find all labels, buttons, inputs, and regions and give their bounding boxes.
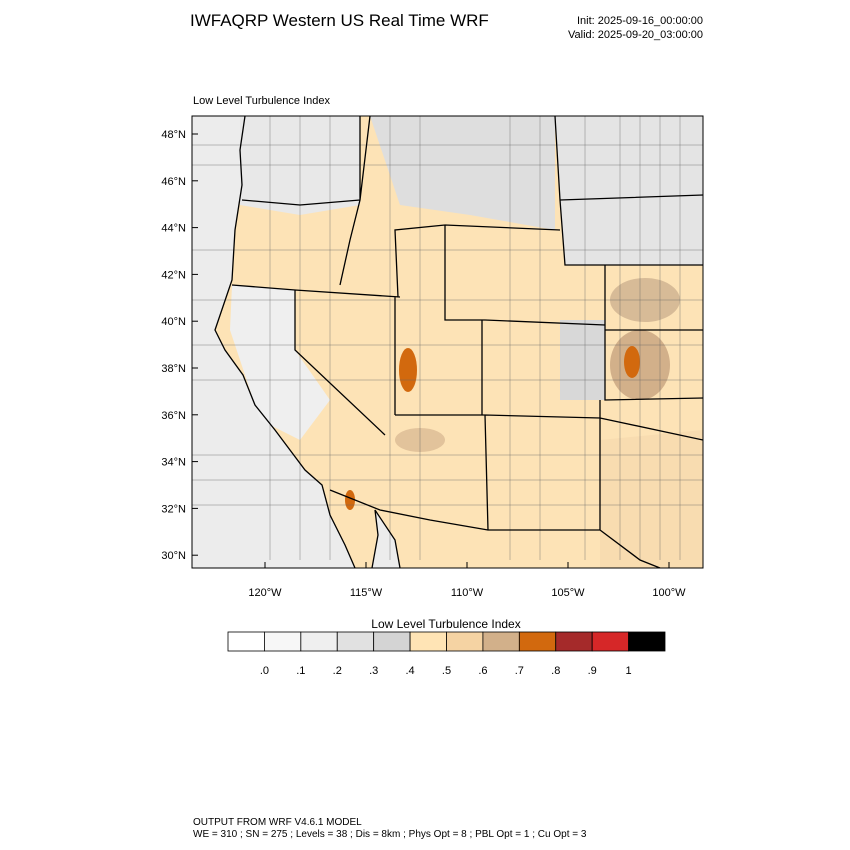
- colorbar-label: .8: [551, 665, 560, 677]
- state-borders: [214, 116, 703, 568]
- lat-label: 40°N: [161, 316, 186, 328]
- colorbar-label: .9: [588, 665, 597, 677]
- colorbar-box: [264, 631, 302, 652]
- lat-label: 34°N: [161, 457, 186, 469]
- valid-time: Valid: 2025-09-20_03:00:00: [568, 29, 703, 41]
- colorbar-box: [300, 631, 338, 652]
- colorbar-box: [373, 631, 411, 652]
- colorbar-box: [409, 631, 447, 652]
- colorbar-box: [555, 631, 593, 652]
- colorbar-label: .7: [515, 665, 524, 677]
- lat-axis: 48°N 46°N 44°N 42°N 40°N 38°N 36°N 34°N 32°N 30°N: [161, 129, 198, 562]
- colorbar-box: [336, 631, 375, 652]
- colorbar-box: [518, 631, 557, 652]
- lon-label: 100°W: [652, 587, 686, 599]
- colorbar-label: .1: [296, 665, 305, 677]
- lat-label: 44°N: [161, 223, 186, 235]
- lon-label: 115°W: [350, 587, 383, 599]
- colorbar-box: [446, 631, 484, 652]
- footer-settings: WE = 310 ; SN = 275 ; Levels = 38 ; Dis …: [193, 829, 587, 840]
- footer-model: OUTPUT FROM WRF V4.6.1 MODEL: [193, 817, 362, 828]
- lon-label: 105°W: [551, 587, 585, 599]
- title: IWFAQRP Western US Real Time WRF: [190, 11, 489, 30]
- colorbar-box: [591, 631, 629, 652]
- map-title: Low Level Turbulence Index: [193, 95, 330, 107]
- lat-label: 36°N: [161, 410, 186, 422]
- lon-label: 110°W: [451, 587, 484, 599]
- colorbar-label: .3: [369, 665, 378, 677]
- colorbar-label: 1: [626, 665, 632, 677]
- colorbar-label: .4: [405, 665, 414, 677]
- lon-axis: 120°W 115°W 110°W 105°W 100°W: [248, 562, 686, 599]
- map-frame: [191, 115, 704, 569]
- lat-label: 32°N: [161, 503, 186, 515]
- lat-label: 42°N: [161, 269, 186, 281]
- lon-label: 120°W: [248, 587, 282, 599]
- colorbar-box: [227, 631, 265, 652]
- colorbar-label: .2: [333, 665, 342, 677]
- lat-label: 46°N: [161, 176, 186, 188]
- lat-label: 38°N: [161, 363, 186, 375]
- lat-label: 48°N: [161, 129, 186, 141]
- colorbar-label: .5: [442, 665, 451, 677]
- init-time: Init: 2025-09-16_00:00:00: [577, 15, 703, 27]
- colorbar-label: .0: [260, 665, 269, 677]
- map: [192, 116, 703, 568]
- colorbar: .0 .1 .2 .3 .4 .5 .6 .7 .8 .9 1: [227, 631, 666, 677]
- county-lines: [192, 116, 703, 560]
- colorbar-title: Low Level Turbulence Index: [371, 617, 520, 631]
- colorbar-label: .6: [478, 665, 487, 677]
- lat-label: 30°N: [161, 550, 186, 562]
- colorbar-box: [482, 631, 520, 652]
- colorbar-box: [628, 631, 666, 652]
